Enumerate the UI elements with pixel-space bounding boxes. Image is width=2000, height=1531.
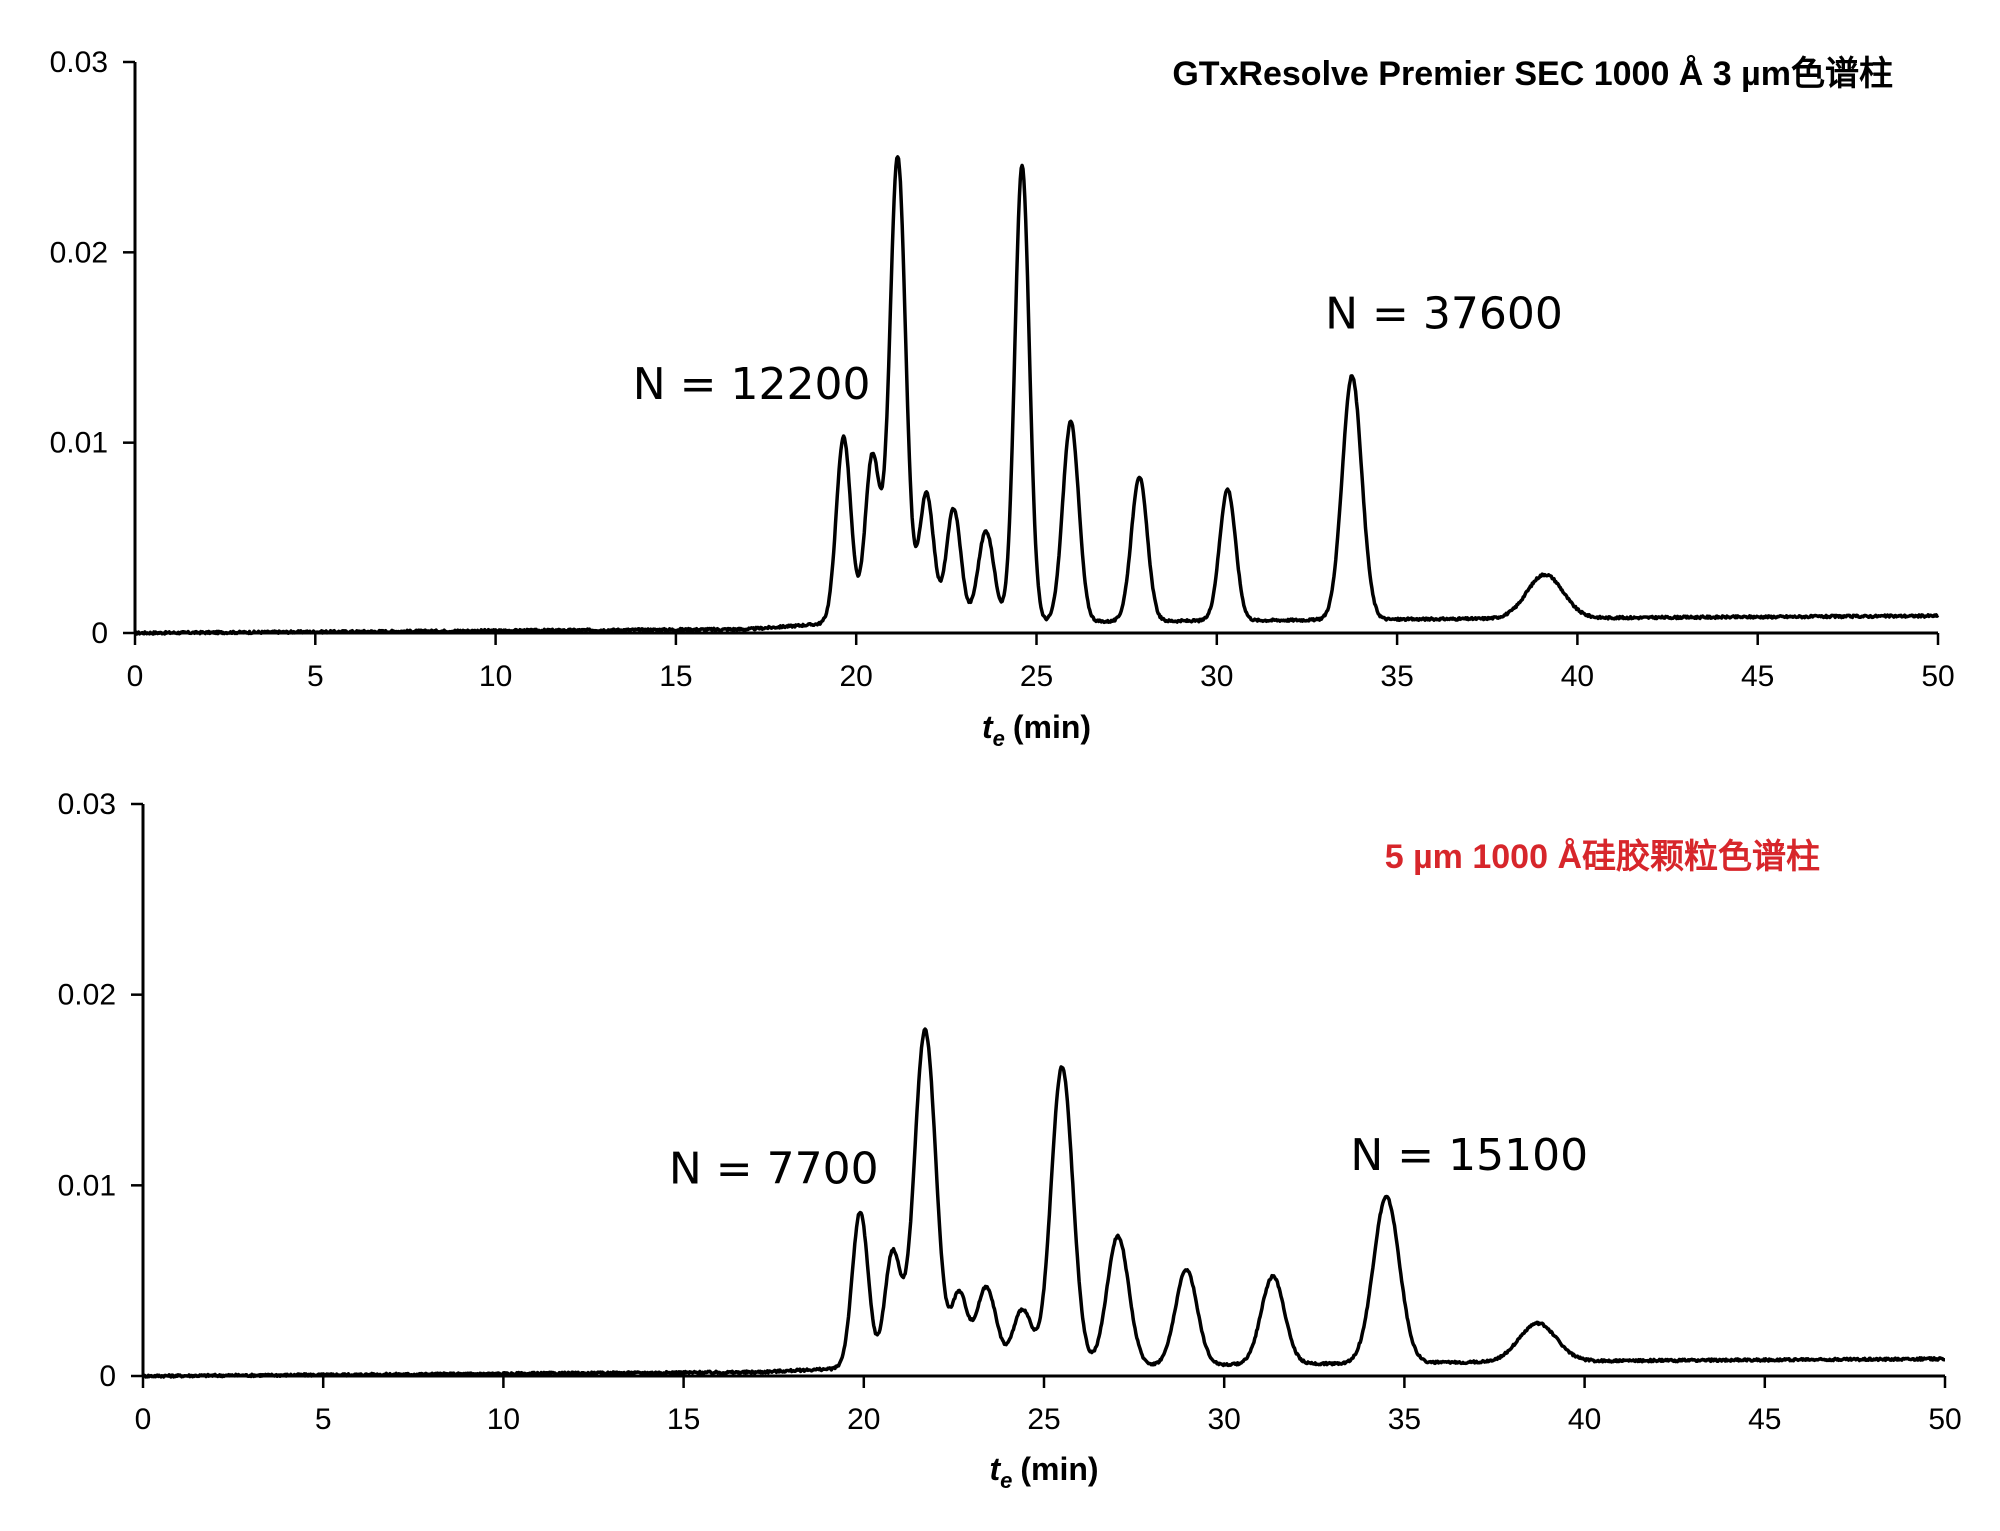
plate-count-annotation: N = 7700: [669, 1143, 879, 1194]
x-tick-label: 45: [1748, 1403, 1781, 1436]
x-axis-label: te (min): [989, 1451, 1098, 1493]
x-tick-label: 25: [1027, 1403, 1060, 1436]
chart-title-top: GTxResolve Premier SEC 1000 Å 3 µm色谱柱: [1172, 55, 1893, 93]
x-tick-label: 10: [479, 660, 512, 693]
x-axis-label-var: t: [989, 1451, 1001, 1487]
x-tick-label: 15: [667, 1403, 700, 1436]
chromatogram-trace: [141, 1027, 1946, 1379]
plate-count-annotation: N = 15100: [1350, 1130, 1588, 1181]
x-tick-label: 20: [847, 1403, 880, 1436]
x-tick-label: 50: [1921, 660, 1954, 693]
y-tick-label: 0.01: [50, 427, 108, 460]
x-tick-label: 10: [487, 1403, 520, 1436]
x-tick-label: 0: [127, 660, 144, 693]
x-tick-label: 5: [307, 660, 324, 693]
x-tick-label: 5: [315, 1403, 332, 1436]
y-tick-label: 0: [91, 617, 108, 650]
chromatogram-trace: [134, 155, 1940, 636]
x-tick-label: 15: [659, 660, 692, 693]
x-tick-label: 20: [840, 660, 873, 693]
chart-title-bottom: 5 µm 1000 Å硅胶颗粒色谱柱: [1385, 838, 1820, 876]
x-axis-label-unit: (min): [1013, 709, 1091, 745]
x-tick-label: 30: [1200, 660, 1233, 693]
y-tick-label: 0.03: [50, 46, 108, 79]
x-axis-label-subscript: e: [993, 726, 1005, 751]
x-tick-label: 40: [1561, 660, 1594, 693]
x-tick-label: 45: [1741, 660, 1774, 693]
x-axis-label-var: t: [982, 709, 994, 745]
x-tick-label: 0: [135, 1403, 152, 1436]
y-tick-label: 0.03: [58, 788, 116, 821]
x-axis-label-unit: (min): [1020, 1451, 1098, 1487]
x-tick-label: 35: [1388, 1403, 1421, 1436]
x-axis-label: te (min): [982, 709, 1091, 751]
x-tick-label: 35: [1380, 660, 1413, 693]
x-tick-label: 30: [1208, 1403, 1241, 1436]
chart-panel-top: 0 0.01 0.02 0.03 0 5 10 15 20 25 30 35 40 45 50 te (min)…: [50, 46, 1955, 751]
y-tick-label: 0.01: [58, 1169, 116, 1202]
x-tick-label: 50: [1928, 1403, 1961, 1436]
x-tick-label: 25: [1020, 660, 1053, 693]
plate-count-annotation: N = 37600: [1325, 288, 1563, 339]
y-tick-label: 0.02: [50, 236, 108, 269]
x-axis-label-subscript: e: [1000, 1468, 1012, 1493]
y-tick-label: 0.02: [58, 979, 116, 1012]
chart-panel-bottom: 0 0.01 0.02 0.03 0 5 10 15 20 25 30 35 40 45 50 te (min)…: [58, 788, 1962, 1493]
plate-count-annotation: N = 12200: [633, 359, 871, 410]
y-tick-label: 0: [99, 1360, 116, 1393]
x-tick-label: 40: [1568, 1403, 1601, 1436]
